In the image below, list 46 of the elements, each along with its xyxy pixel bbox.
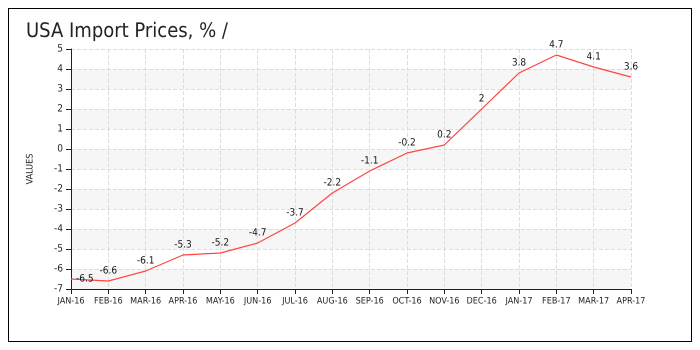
x-tick-label: APR-17 [616, 296, 646, 306]
x-tick-label: NOV-16 [429, 296, 460, 306]
y-tick-label: -3 [54, 204, 63, 214]
data-label: -3.7 [286, 208, 304, 218]
data-label: -0.2 [398, 138, 416, 148]
y-tick-label: 1 [57, 124, 63, 134]
y-tick-label: 4 [57, 64, 64, 74]
data-label: -4.7 [248, 228, 266, 238]
y-axis-title: VALUES [26, 154, 36, 184]
data-label: 2 [478, 94, 485, 104]
y-tick-label: 0 [57, 144, 64, 154]
y-tick-label: -1 [54, 164, 63, 174]
y-tick-label: -6 [54, 264, 64, 274]
x-tick-label: FEB-17 [542, 296, 571, 306]
x-tick-label: OCT-16 [392, 296, 422, 306]
data-label: -6.6 [100, 266, 118, 276]
x-tick-label: JAN-16 [56, 296, 85, 306]
y-tick-label: -5 [54, 244, 63, 254]
y-tick-label: -2 [54, 184, 63, 194]
data-label: 0.2 [437, 130, 452, 140]
x-tick-label: DEC-16 [466, 296, 497, 306]
data-label: -1.1 [360, 156, 378, 166]
data-label: 4.1 [586, 52, 601, 62]
data-label: -2.2 [324, 178, 342, 188]
data-label: -6.1 [136, 256, 154, 266]
chart-title: USA Import Prices, % / [26, 18, 229, 42]
x-tick-label: SEP-16 [356, 296, 384, 306]
x-tick-label: MAY-16 [206, 296, 235, 306]
data-label: -5.3 [174, 240, 192, 250]
x-tick-label: FEB-16 [94, 296, 123, 306]
x-tick-label: MAR-17 [578, 296, 610, 306]
data-label: -5.2 [212, 238, 230, 248]
data-label: 4.7 [549, 40, 564, 50]
x-tick-label: JAN-17 [504, 296, 533, 306]
y-tick-label: 3 [57, 84, 63, 94]
data-label: 3.6 [624, 62, 638, 72]
x-tick-label: JUL-16 [281, 296, 308, 306]
x-tick-label: APR-16 [168, 296, 198, 306]
x-tick-label: MAR-16 [130, 296, 162, 306]
y-tick-label: -7 [54, 284, 63, 294]
data-label: 3.8 [512, 58, 526, 68]
x-tick-label: JUN-16 [242, 296, 272, 306]
y-tick-label: 5 [57, 44, 63, 54]
y-tick-label: -4 [54, 224, 64, 234]
x-tick-label: AUG-16 [316, 296, 348, 306]
y-tick-label: 2 [57, 104, 63, 114]
